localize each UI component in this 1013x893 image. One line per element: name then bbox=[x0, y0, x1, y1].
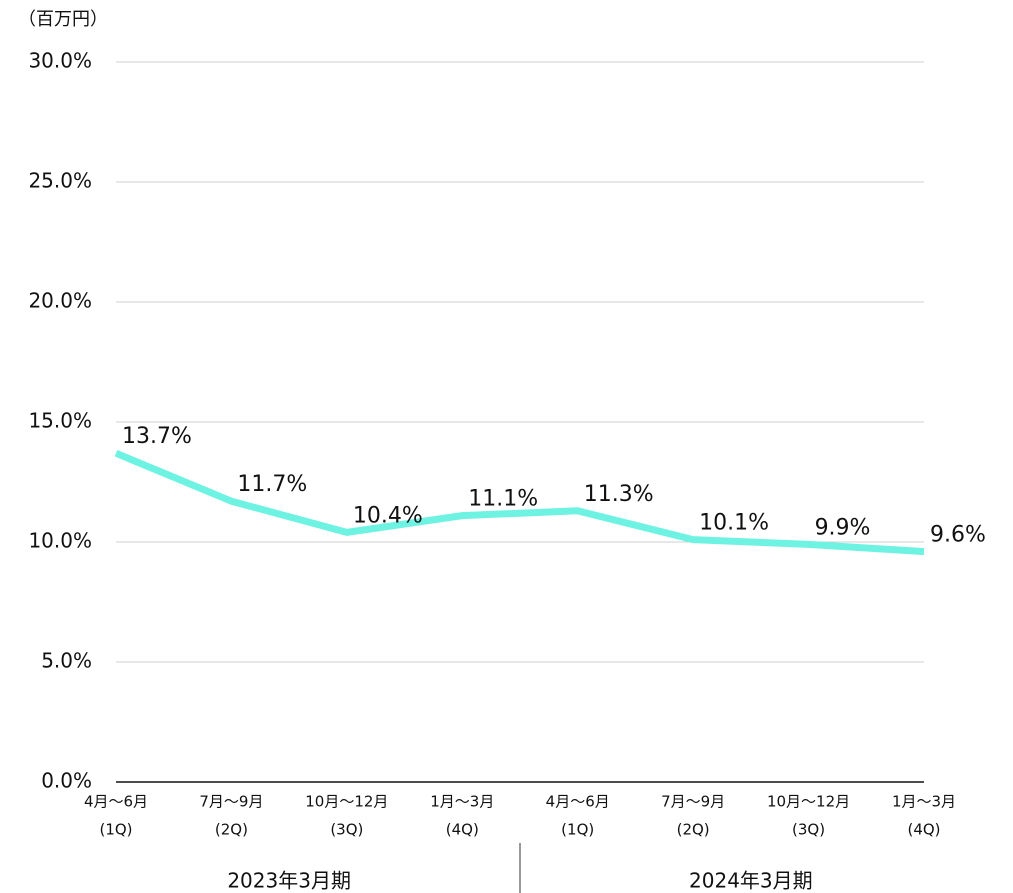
data-label: 13.7% bbox=[122, 424, 192, 449]
line bbox=[114, 449, 925, 556]
y-tick-label: 10.0% bbox=[28, 529, 92, 553]
x-tick-label: (3Q) bbox=[792, 821, 825, 839]
y-tick-label: 30.0% bbox=[28, 49, 92, 73]
x-tick-label: (2Q) bbox=[677, 821, 710, 839]
group-label: 2023年3月期 bbox=[227, 869, 351, 893]
y-tick-label: 25.0% bbox=[28, 169, 92, 193]
y-tick-label: 15.0% bbox=[28, 409, 92, 433]
x-tick-label: (1Q) bbox=[99, 821, 132, 839]
x-tick-label: 1月〜3月 bbox=[892, 793, 956, 811]
data-label: 10.4% bbox=[353, 503, 423, 528]
x-tick-label: 10月〜12月 bbox=[767, 793, 850, 811]
y-tick-label: 20.0% bbox=[28, 289, 92, 313]
x-tick-label: (4Q) bbox=[907, 821, 940, 839]
x-tick-label: 7月〜9月 bbox=[661, 793, 725, 811]
x-tick-label: 4月〜6月 bbox=[84, 793, 148, 811]
group-label: 2024年3月期 bbox=[689, 869, 813, 893]
x-tick-label: 10月〜12月 bbox=[305, 793, 388, 811]
x-tick-label: 7月〜9月 bbox=[199, 793, 263, 811]
data-label: 11.1% bbox=[468, 487, 538, 512]
x-tick-label: (3Q) bbox=[330, 821, 363, 839]
data-label: 11.3% bbox=[584, 482, 654, 507]
x-tick-label: 4月〜6月 bbox=[546, 793, 610, 811]
data-label: 9.6% bbox=[930, 523, 986, 548]
data-label: 10.1% bbox=[699, 511, 769, 536]
y-tick-label: 0.0% bbox=[41, 769, 92, 793]
x-tick-label: 1月〜3月 bbox=[430, 793, 494, 811]
x-tick-label: (1Q) bbox=[561, 821, 594, 839]
x-tick-label: (2Q) bbox=[215, 821, 248, 839]
data-label: 11.7% bbox=[237, 472, 307, 497]
data-label: 9.9% bbox=[815, 515, 871, 540]
x-tick-label: (4Q) bbox=[446, 821, 479, 839]
unit-label: （百万円） bbox=[18, 9, 108, 30]
y-tick-label: 5.0% bbox=[41, 649, 92, 673]
